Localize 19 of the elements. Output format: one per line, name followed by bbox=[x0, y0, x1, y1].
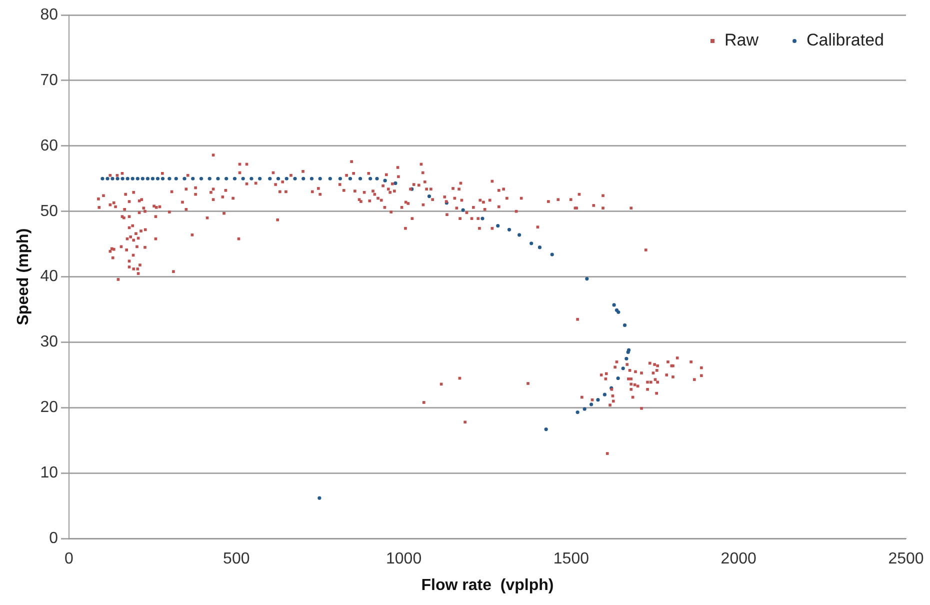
y-tick-label: 80 bbox=[40, 6, 58, 24]
x-tick-label: 2000 bbox=[720, 550, 756, 568]
x-axis-title: Flow rate (vplph) bbox=[421, 576, 554, 594]
y-tick-label: 20 bbox=[40, 399, 58, 416]
y-tick-label: 30 bbox=[40, 334, 58, 351]
y-axis-title: Speed (mph) bbox=[15, 228, 32, 326]
x-tick-label: 1500 bbox=[553, 550, 590, 568]
y-tick-label: 10 bbox=[40, 464, 58, 482]
x-tick-label: 0 bbox=[64, 550, 74, 568]
legend-label: Raw bbox=[724, 30, 760, 50]
y-tick-label: 50 bbox=[40, 202, 58, 220]
legend-label: Calibrated bbox=[806, 30, 884, 50]
y-tick-label: 60 bbox=[40, 137, 58, 154]
x-tick-label: 2500 bbox=[888, 550, 924, 568]
x-tick-label: 500 bbox=[223, 550, 250, 568]
y-tick-label: 40 bbox=[40, 268, 58, 286]
y-tick-label: 70 bbox=[40, 72, 58, 89]
x-tick-label: 1000 bbox=[386, 550, 422, 568]
y-tick-label: 0 bbox=[49, 530, 58, 548]
